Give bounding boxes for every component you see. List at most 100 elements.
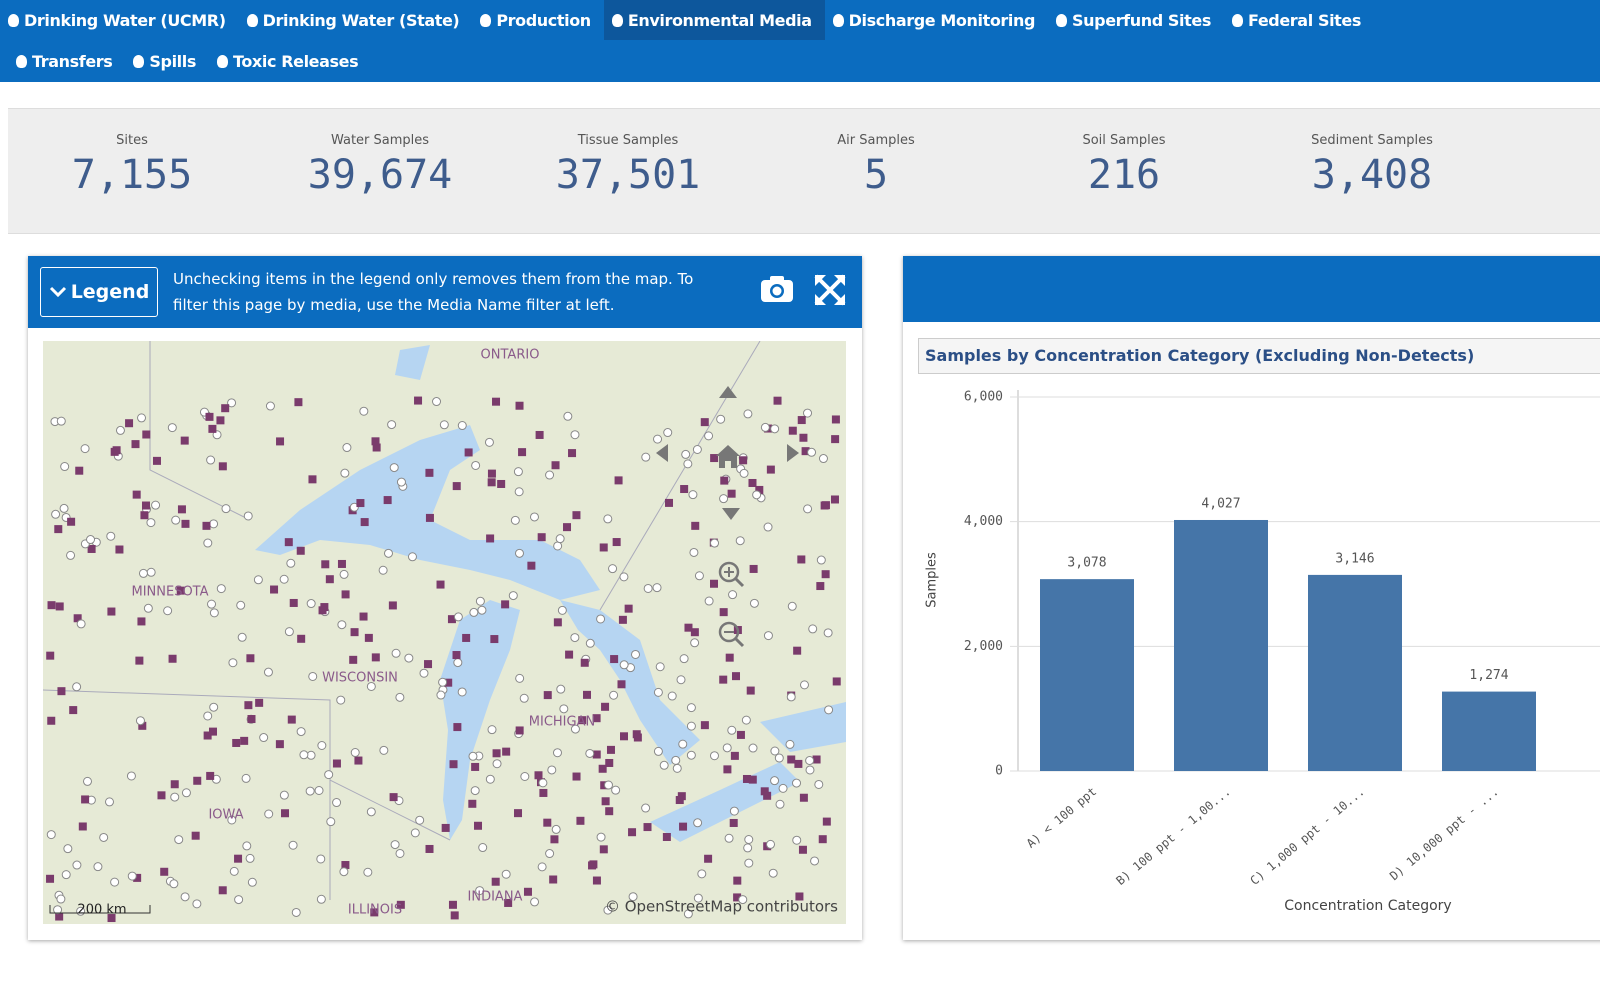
map-info: Unchecking items in the legend only remo… bbox=[173, 266, 733, 318]
site-circle bbox=[690, 548, 698, 556]
bar bbox=[1308, 575, 1402, 771]
site-square bbox=[178, 505, 186, 513]
site-circle bbox=[736, 537, 744, 545]
site-square bbox=[240, 737, 248, 745]
site-square bbox=[234, 855, 242, 863]
site-circle bbox=[152, 501, 160, 509]
site-circle bbox=[408, 553, 416, 561]
tab-label: Transfers bbox=[32, 52, 112, 71]
site-circle bbox=[804, 409, 812, 417]
kpi: Tissue Samples37,501 bbox=[508, 109, 748, 198]
camera-button[interactable] bbox=[758, 272, 798, 308]
site-circle bbox=[514, 468, 522, 476]
nav-tab[interactable]: Drinking Water (UCMR) bbox=[0, 0, 239, 40]
nav-tab[interactable]: Superfund Sites bbox=[1048, 0, 1224, 40]
site-circle bbox=[725, 834, 733, 842]
site-circle bbox=[538, 863, 546, 871]
site-circle bbox=[775, 754, 783, 762]
nav-tab[interactable]: Production bbox=[472, 0, 603, 40]
site-square bbox=[294, 398, 302, 406]
site-circle bbox=[673, 764, 681, 772]
site-circle bbox=[217, 585, 225, 593]
site-square bbox=[573, 773, 581, 781]
legend-button[interactable]: Legend bbox=[40, 267, 158, 317]
site-circle bbox=[486, 775, 494, 783]
nav-tab[interactable]: Toxic Releases bbox=[209, 41, 371, 81]
site-circle bbox=[87, 536, 95, 544]
site-circle bbox=[340, 868, 348, 876]
site-circle bbox=[684, 460, 692, 468]
site-square bbox=[679, 823, 687, 831]
site-square bbox=[701, 418, 709, 426]
site-square bbox=[488, 478, 496, 486]
site-square bbox=[342, 590, 350, 598]
site-circle bbox=[147, 568, 155, 576]
tab-icon bbox=[1056, 14, 1067, 27]
site-circle bbox=[164, 607, 172, 615]
kpi: Soil Samples216 bbox=[1004, 109, 1244, 198]
tab-label: Discharge Monitoring bbox=[849, 11, 1035, 30]
site-square bbox=[354, 757, 362, 765]
nav-tab[interactable]: Federal Sites bbox=[1224, 0, 1374, 40]
site-circle bbox=[127, 772, 135, 780]
nav-tab[interactable]: Spills bbox=[125, 41, 209, 81]
site-circle bbox=[571, 634, 579, 642]
site-square bbox=[797, 555, 805, 563]
site-square bbox=[823, 818, 831, 826]
site-square bbox=[543, 819, 551, 827]
site-square bbox=[516, 726, 524, 734]
site-square bbox=[676, 796, 684, 804]
site-square bbox=[297, 547, 305, 555]
scale-label: 200 km bbox=[77, 903, 126, 918]
site-circle bbox=[654, 435, 662, 443]
value-label: 3,146 bbox=[1335, 551, 1374, 566]
site-square bbox=[389, 601, 397, 609]
site-square bbox=[192, 832, 200, 840]
site-circle bbox=[668, 692, 676, 700]
attribution[interactable]: © OpenStreetMap contributors bbox=[605, 898, 838, 916]
site-circle bbox=[105, 798, 113, 806]
site-circle bbox=[73, 861, 81, 869]
site-circle bbox=[485, 438, 493, 446]
site-circle bbox=[779, 784, 787, 792]
site-circle bbox=[379, 566, 387, 574]
site-circle bbox=[597, 833, 605, 841]
site-square bbox=[209, 728, 217, 736]
site-square bbox=[113, 446, 121, 454]
site-circle bbox=[672, 756, 680, 764]
place-label: ONTARIO bbox=[481, 348, 540, 363]
bar bbox=[1174, 520, 1268, 771]
site-square bbox=[704, 855, 712, 863]
site-circle bbox=[420, 669, 428, 677]
tab-icon bbox=[247, 14, 258, 27]
nav-tab[interactable]: Transfers bbox=[8, 41, 125, 81]
site-circle bbox=[694, 819, 702, 827]
site-circle bbox=[728, 726, 736, 734]
nav-tab[interactable]: Drinking Water (State) bbox=[239, 0, 473, 40]
site-circle bbox=[458, 688, 466, 696]
map[interactable]: ONTARIOMINNESOTAWISCONSINMICHIGANIOWAILL… bbox=[43, 341, 846, 924]
tab-icon bbox=[480, 14, 491, 27]
nav-tab[interactable]: Discharge Monitoring bbox=[825, 0, 1048, 40]
site-circle bbox=[472, 461, 480, 469]
site-circle bbox=[471, 787, 479, 795]
site-circle bbox=[705, 597, 713, 605]
site-circle bbox=[493, 760, 501, 768]
site-square bbox=[351, 628, 359, 636]
site-circle bbox=[396, 849, 404, 857]
site-square bbox=[57, 687, 65, 695]
bar bbox=[1040, 579, 1134, 771]
nav-tab[interactable]: Environmental Media bbox=[604, 0, 825, 40]
site-circle bbox=[210, 520, 218, 528]
site-square bbox=[142, 430, 150, 438]
site-circle bbox=[586, 639, 594, 647]
kpi-label: Sites bbox=[12, 133, 252, 148]
site-square bbox=[550, 835, 558, 843]
expand-button[interactable] bbox=[812, 272, 848, 308]
site-square bbox=[468, 800, 476, 808]
site-circle bbox=[340, 570, 348, 578]
site-square bbox=[488, 470, 496, 478]
site-circle bbox=[620, 661, 628, 669]
site-circle bbox=[193, 900, 201, 908]
site-square bbox=[787, 755, 795, 763]
